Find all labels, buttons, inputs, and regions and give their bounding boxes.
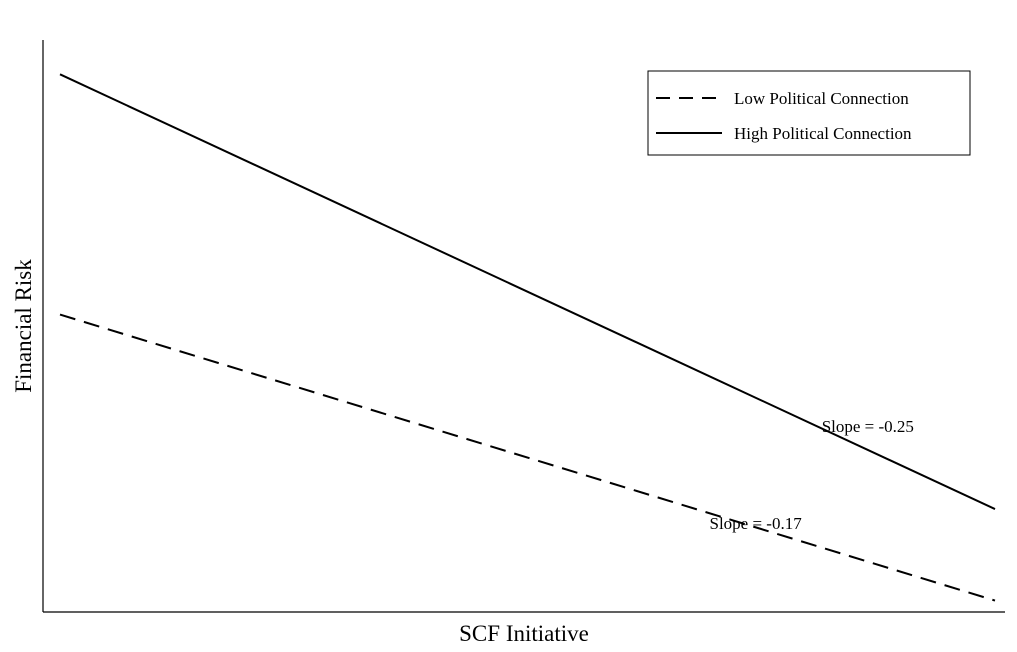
slope-annotation-0: Slope = -0.25 <box>822 417 914 436</box>
annotation-layer: Slope = -0.25 Slope = -0.17 <box>710 417 914 533</box>
legend: Low Political Connection High Political C… <box>647 70 971 156</box>
series-line-low-political-connection <box>59 313 996 602</box>
axes <box>42 40 1005 613</box>
series-line-high-political-connection <box>59 73 996 510</box>
series-layer <box>59 73 996 602</box>
legend-items: Low Political Connection High Political C… <box>656 89 912 143</box>
legend-label-0: Low Political Connection <box>734 89 909 108</box>
legend-box <box>647 70 971 156</box>
x-axis-title: SCF Initiative <box>459 621 589 646</box>
y-axis-title: Financial Risk <box>11 259 36 393</box>
legend-label-1: High Political Connection <box>734 124 912 143</box>
slope-annotation-1: Slope = -0.17 <box>710 514 803 533</box>
